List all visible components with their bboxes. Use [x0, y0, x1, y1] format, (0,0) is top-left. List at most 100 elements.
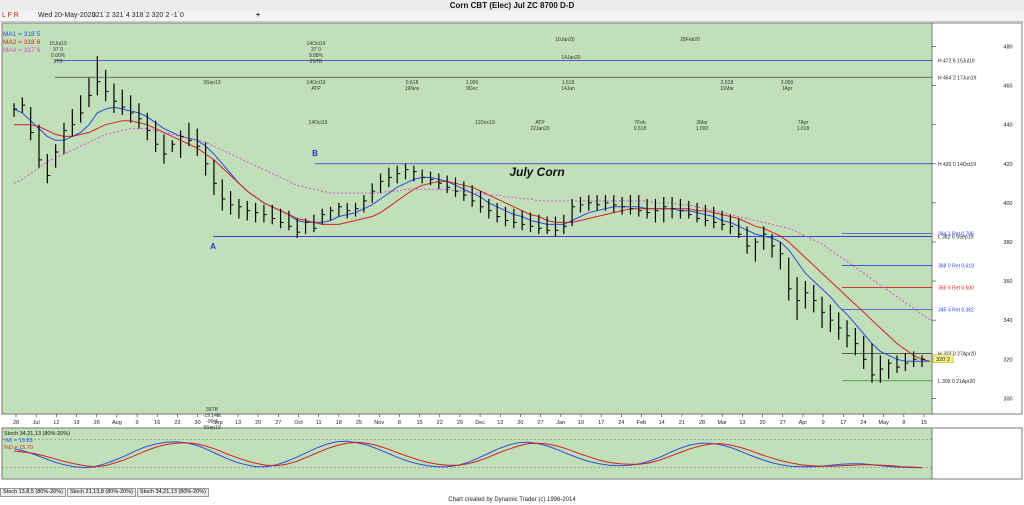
y-tick-label: 340: [1003, 318, 1012, 324]
x-tick-label: 9: [136, 420, 139, 426]
time-annotation: 2.618 11Mar: [720, 80, 734, 92]
time-annotation: 7Apr 1.618: [797, 120, 810, 132]
plot-background: [1, 22, 933, 415]
y-tick-label: 380: [1003, 240, 1012, 246]
x-tick-label: 13: [235, 420, 241, 426]
x-tick-label: 8: [902, 420, 905, 426]
x-tick-label: Jan: [556, 420, 565, 426]
current-price-label: 320`2: [936, 357, 950, 363]
stoch-axis-panel: [931, 427, 1023, 480]
x-tick-label: 27: [275, 420, 281, 426]
y-tick-label: 460: [1003, 84, 1012, 90]
x-tick-label: 24: [618, 420, 624, 426]
level-label: L 382`6 9Sep19: [938, 235, 974, 241]
pivot-label: B: [312, 149, 318, 158]
x-tick-label: 13: [497, 420, 503, 426]
app-toolbar: L F R Wed 20-May-2020 321`2 321`4 318`2 …: [0, 11, 1024, 22]
time-annotation: 0.618 19Nov: [405, 80, 420, 92]
tab-stoch-21-13-8[interactable]: Stoch 21,13,8 (80%-20%): [66, 488, 136, 497]
stoch-title: Stoch 34,21,13 (80%-20%): [4, 431, 70, 437]
x-tick-label: 15: [416, 420, 422, 426]
ma-legend: MA1 = 318`5 MA2 = 318`6 MA4 = 337`6: [3, 31, 40, 55]
x-tick-label: 25: [356, 420, 362, 426]
stoch-tabs: Stoch 13,8,5 (80%-20%) Stoch 21,13,8 (80%…: [0, 488, 210, 497]
level-label: H 464`2 17Jun19: [938, 75, 977, 81]
time-annotation: 7Feb 0.618: [634, 120, 647, 132]
x-tick-label: Dec: [475, 420, 485, 426]
chart-credit: Chart created by Dynamic Trader (c) 1996…: [448, 497, 576, 503]
x-tick-label: 27: [780, 420, 786, 426]
x-tick-label: Aug: [112, 420, 122, 426]
x-tick-label: 22: [437, 420, 443, 426]
x-tick-label: 16: [154, 420, 160, 426]
x-tick-label: 23: [174, 420, 180, 426]
x-tick-label: 26: [94, 420, 100, 426]
x-tick-label: May: [878, 420, 889, 426]
y-tick-label: 300: [1003, 396, 1012, 402]
x-tick-label: 20: [255, 420, 261, 426]
stoch-k-value: %K = 19.83: [4, 438, 33, 444]
time-annotation: 14Oct19: [309, 120, 328, 126]
x-tick-label: 19: [73, 420, 79, 426]
tab-stoch-34-21-13[interactable]: Stoch 34,21,13 (80%-20%): [136, 488, 209, 497]
ma2-label: MA2 = 318`6: [3, 39, 41, 46]
retracement-label: 384`1 Ret 0.786: [938, 232, 974, 238]
x-tick-label: 20: [517, 420, 523, 426]
y-tick-label: 420: [1003, 162, 1012, 168]
price-chart[interactable]: 300 320 340 360 380 400 420 440 460 480 28 Jul 12 19 2…: [0, 21, 1024, 485]
current-date: Wed 20-May-2020: [38, 12, 96, 19]
level-label: H 323`0 27Apr20: [938, 351, 976, 357]
chart-area[interactable]: 300 320 340 360 380 400 420 440 460 480 28 Jul 12 19 2…: [0, 21, 1024, 485]
time-annotation: ATP 22Jan20: [530, 120, 549, 132]
time-annotation: 10Jan20: [555, 37, 574, 43]
stoch-d-value: %D = 15.70: [4, 445, 33, 451]
x-tick-label: 10: [578, 420, 584, 426]
crosshair-icon[interactable]: +: [256, 12, 261, 19]
y-tick-label: 360: [1003, 279, 1012, 285]
ma4-label: MA4 = 337`6: [3, 47, 41, 54]
retracement-label: 356`6 Ret 0.500: [938, 285, 974, 291]
time-annotation: 3Mar 1.000: [696, 120, 709, 132]
x-tick-label: Nov: [374, 420, 384, 426]
x-tick-label: 17: [840, 420, 846, 426]
stoch-background: [1, 427, 933, 480]
x-tick-label: 13: [739, 420, 745, 426]
x-tick-label: Jul: [33, 420, 40, 426]
x-tick-label: 30: [195, 420, 201, 426]
retracement-label: 345`4 Ret 0.382: [938, 307, 974, 313]
x-tick-label: 24: [860, 420, 866, 426]
x-tick-label: 14: [659, 420, 665, 426]
time-annotation: 3.000 1Apr: [781, 80, 794, 92]
x-tick-label: 29: [457, 420, 463, 426]
tab-stoch-13-8-5[interactable]: Stoch 13,8,5 (80%-20%): [0, 488, 66, 497]
time-annotation: 1.618 14Jan: [561, 80, 575, 92]
time-annotation: 14Oct19 ATP: [307, 80, 326, 92]
stoch-d-line: [13, 441, 923, 469]
x-tick-label: 9: [822, 420, 825, 426]
pivot-label: A: [210, 242, 216, 251]
x-tick-label: 21: [679, 420, 685, 426]
x-tick-label: Oct: [294, 420, 303, 426]
time-annotation: 14Oct19 37`0 9.88% 2STB: [307, 41, 326, 65]
y-tick-label: 440: [1003, 123, 1012, 129]
time-annotation: 39TB -19.14% -96`4 9Sep19: [203, 407, 222, 431]
level-label: L 309`0 21Apr20: [938, 379, 975, 385]
flag-icons[interactable]: L F R: [2, 12, 19, 19]
price-axis-panel: [931, 22, 1023, 415]
time-annotation: 14Jan20: [561, 55, 580, 61]
level-label: H 420`0 14Oct19: [938, 162, 976, 168]
ma1-label: MA1 = 318`5: [3, 31, 41, 38]
x-tick-label: 15: [921, 420, 927, 426]
x-tick-label: 28: [13, 420, 19, 426]
x-tick-label: Feb: [637, 420, 646, 426]
x-tick-label: 20: [760, 420, 766, 426]
time-annotation: 1.000 9Dec: [466, 80, 479, 92]
x-tick-label: Apr: [799, 420, 808, 426]
y-tick-label: 400: [1003, 201, 1012, 207]
level-label: H 472`6 15Jul19: [938, 59, 975, 65]
time-annotation: 28Feb20: [680, 37, 700, 43]
x-tick-label: Mar: [717, 420, 727, 426]
time-annotation: 15Jul19 37`0 0.00% 3TB: [49, 41, 67, 65]
x-tick-label: 11: [316, 420, 322, 426]
x-tick-label: 18: [336, 420, 342, 426]
